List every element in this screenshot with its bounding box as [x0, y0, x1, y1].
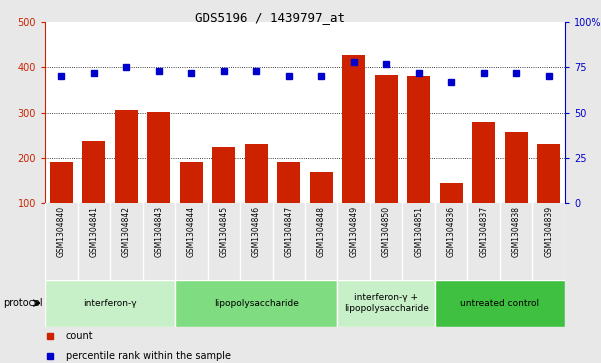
Bar — [115, 110, 138, 203]
Bar — [45, 280, 175, 327]
Text: interferon-γ +
lipopolysaccharide: interferon-γ + lipopolysaccharide — [344, 293, 429, 313]
Text: untreated control: untreated control — [460, 299, 540, 307]
Bar — [50, 163, 73, 203]
Text: GSM1304843: GSM1304843 — [154, 205, 163, 257]
Bar — [147, 112, 170, 203]
Text: interferon-γ: interferon-γ — [84, 299, 137, 307]
Bar — [537, 144, 560, 203]
Bar — [505, 132, 528, 203]
Bar — [175, 280, 338, 327]
Text: GSM1304840: GSM1304840 — [57, 205, 66, 257]
Bar — [278, 162, 300, 203]
Text: lipopolysaccharide: lipopolysaccharide — [214, 299, 299, 307]
Text: GSM1304846: GSM1304846 — [252, 205, 261, 257]
Text: percentile rank within the sample: percentile rank within the sample — [66, 351, 231, 361]
Text: GSM1304850: GSM1304850 — [382, 205, 391, 257]
Text: GSM1304844: GSM1304844 — [187, 205, 196, 257]
Text: GSM1304836: GSM1304836 — [447, 205, 456, 257]
Bar — [180, 162, 203, 203]
Text: GSM1304848: GSM1304848 — [317, 205, 326, 257]
Text: GSM1304849: GSM1304849 — [349, 205, 358, 257]
Bar — [375, 75, 398, 203]
Bar — [82, 141, 105, 203]
Text: protocol: protocol — [3, 298, 43, 308]
Bar — [407, 76, 430, 203]
Bar — [472, 122, 495, 203]
Bar — [343, 55, 365, 203]
Bar — [245, 144, 267, 203]
Text: GSM1304838: GSM1304838 — [511, 205, 520, 257]
Bar — [338, 280, 435, 327]
Text: GSM1304842: GSM1304842 — [122, 205, 131, 257]
Text: GSM1304841: GSM1304841 — [90, 205, 99, 257]
Text: GSM1304839: GSM1304839 — [544, 205, 553, 257]
Text: GSM1304851: GSM1304851 — [414, 205, 423, 257]
Bar — [310, 172, 332, 203]
Text: GDS5196 / 1439797_at: GDS5196 / 1439797_at — [195, 11, 346, 24]
Bar — [212, 147, 235, 203]
Text: GSM1304837: GSM1304837 — [479, 205, 488, 257]
Text: count: count — [66, 331, 94, 341]
Bar — [435, 280, 565, 327]
Text: GSM1304847: GSM1304847 — [284, 205, 293, 257]
Bar — [440, 183, 463, 203]
Text: GSM1304845: GSM1304845 — [219, 205, 228, 257]
